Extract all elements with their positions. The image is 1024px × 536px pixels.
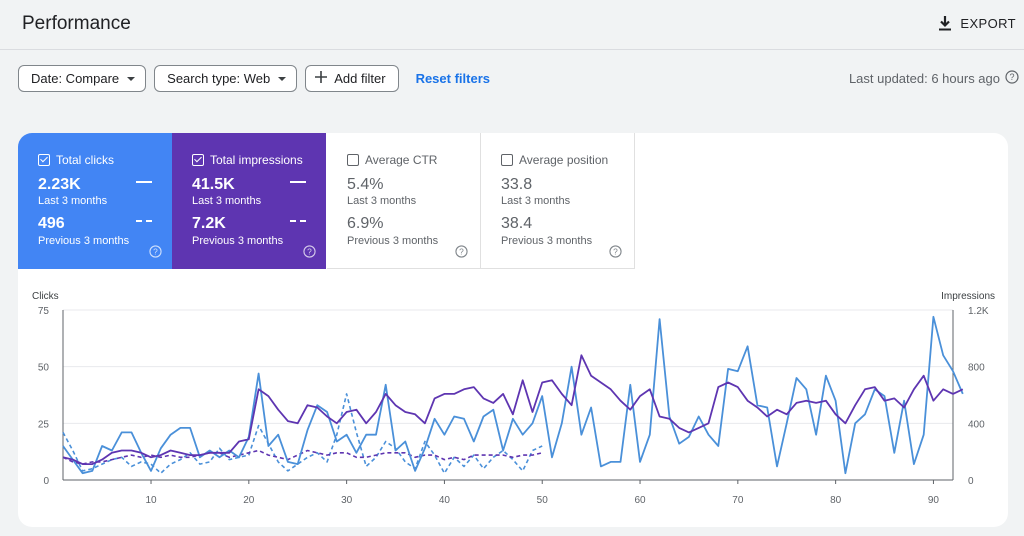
right-y-tick-label: 800	[968, 363, 985, 374]
x-tick-label: 50	[537, 495, 549, 506]
x-tick-label: 70	[732, 495, 744, 506]
metric-previous-value: 6.9%	[347, 215, 384, 232]
checkbox-checked-icon[interactable]	[38, 154, 50, 166]
right-y-tick-label: 1.2K	[968, 306, 989, 317]
metric-previous-period: Previous 3 months	[192, 235, 284, 247]
export-label: EXPORT	[960, 15, 1016, 31]
metric-previous-value: 7.2K	[192, 215, 226, 232]
checkbox-unchecked-icon[interactable]	[347, 154, 359, 166]
metric-card-average-position[interactable]: Average position 33.8 Last 3 months 38.4…	[481, 133, 635, 269]
left-y-tick-label: 50	[38, 363, 50, 374]
metric-card-total-clicks[interactable]: Total clicks 2.23K Last 3 months 496 Pre…	[18, 133, 172, 269]
metric-card-total-impressions[interactable]: Total impressions 41.5K Last 3 months 7.…	[172, 133, 326, 269]
help-icon[interactable]: ?	[1005, 70, 1019, 87]
left-y-tick-label: 75	[38, 306, 50, 317]
left-axis-title: Clicks	[32, 291, 59, 302]
checkbox-checked-icon[interactable]	[192, 154, 204, 166]
x-tick-label: 30	[341, 495, 353, 506]
left-y-tick-label: 0	[43, 476, 49, 487]
x-tick-label: 60	[634, 495, 646, 506]
metric-title: Average position	[519, 153, 609, 167]
download-icon	[938, 15, 952, 31]
svg-text:?: ?	[153, 246, 158, 256]
svg-text:?: ?	[1009, 72, 1014, 82]
svg-text:?: ?	[459, 246, 464, 256]
metric-previous-period: Previous 3 months	[347, 235, 439, 247]
metric-title: Total clicks	[56, 153, 115, 167]
metric-previous-value: 38.4	[501, 215, 533, 232]
plus-icon	[314, 70, 328, 87]
metric-previous-period: Previous 3 months	[38, 235, 130, 247]
svg-text:?: ?	[307, 246, 312, 256]
dashed-line-legend-icon	[290, 220, 306, 222]
right-axis-title: Impressions	[941, 291, 995, 302]
search-type-label: Search type: Web	[167, 71, 271, 86]
metric-card-average-ctr[interactable]: Average CTR 5.4% Last 3 months 6.9% Prev…	[327, 133, 481, 269]
right-y-tick-label: 0	[968, 476, 974, 487]
metric-period: Last 3 months	[192, 195, 262, 207]
help-icon[interactable]: ?	[303, 245, 316, 263]
x-tick-label: 20	[243, 495, 255, 506]
export-button[interactable]: EXPORT	[938, 12, 1016, 34]
performance-chart[interactable]: Clicks Impressions 0 0 25 400 50 800 75 1.2K 10…	[18, 133, 1008, 527]
metric-value: 41.5K	[192, 176, 235, 193]
metric-title: Total impressions	[210, 153, 303, 167]
impressions-previous-series-line	[62, 449, 543, 465]
help-icon[interactable]: ?	[455, 245, 468, 263]
performance-panel: Total clicks 2.23K Last 3 months 496 Pre…	[18, 133, 1008, 527]
clicks-previous-series-line	[62, 393, 543, 475]
help-icon[interactable]: ?	[609, 245, 622, 263]
add-filter-label: Add filter	[334, 71, 386, 86]
date-filter-chip[interactable]: Date: Compare	[18, 65, 147, 92]
add-filter-button[interactable]: Add filter	[305, 65, 399, 92]
metric-value: 5.4%	[347, 176, 384, 193]
dashed-line-legend-icon	[136, 220, 152, 222]
top-bar: Performance EXPORT	[0, 0, 1024, 50]
metric-value: 2.23K	[38, 176, 81, 193]
metric-previous-period: Previous 3 months	[501, 235, 593, 247]
last-updated: Last updated: 6 hours ago ?	[849, 70, 1019, 87]
metric-previous-value: 496	[38, 215, 65, 232]
metric-period: Last 3 months	[347, 195, 417, 207]
clicks-current-series-line	[62, 315, 964, 475]
x-tick-label: 10	[145, 495, 157, 506]
search-type-chip[interactable]: Search type: Web	[154, 65, 298, 92]
metric-period: Last 3 months	[38, 195, 108, 207]
date-filter-label: Date: Compare	[31, 71, 120, 86]
svg-text:?: ?	[613, 246, 618, 256]
metric-title: Average CTR	[365, 153, 438, 167]
impressions-current-series-line	[62, 354, 964, 466]
x-tick-label: 40	[439, 495, 451, 506]
x-tick-label: 80	[830, 495, 842, 506]
x-tick-label: 90	[928, 495, 940, 506]
caret-down-icon	[127, 76, 136, 81]
solid-line-legend-icon	[290, 181, 306, 183]
metric-value: 33.8	[501, 176, 533, 193]
page-title: Performance	[22, 13, 131, 34]
filter-bar: Date: Compare Search type: Web Add filte…	[18, 65, 490, 92]
help-icon[interactable]: ?	[149, 245, 162, 263]
left-y-tick-label: 25	[38, 419, 50, 430]
solid-line-legend-icon	[136, 181, 152, 183]
reset-filters-link[interactable]: Reset filters	[415, 71, 490, 86]
caret-down-icon	[278, 76, 287, 81]
right-y-tick-label: 400	[968, 419, 985, 430]
last-updated-text: Last updated: 6 hours ago	[848, 71, 1000, 86]
checkbox-unchecked-icon[interactable]	[501, 154, 513, 166]
metric-period: Last 3 months	[501, 195, 571, 207]
